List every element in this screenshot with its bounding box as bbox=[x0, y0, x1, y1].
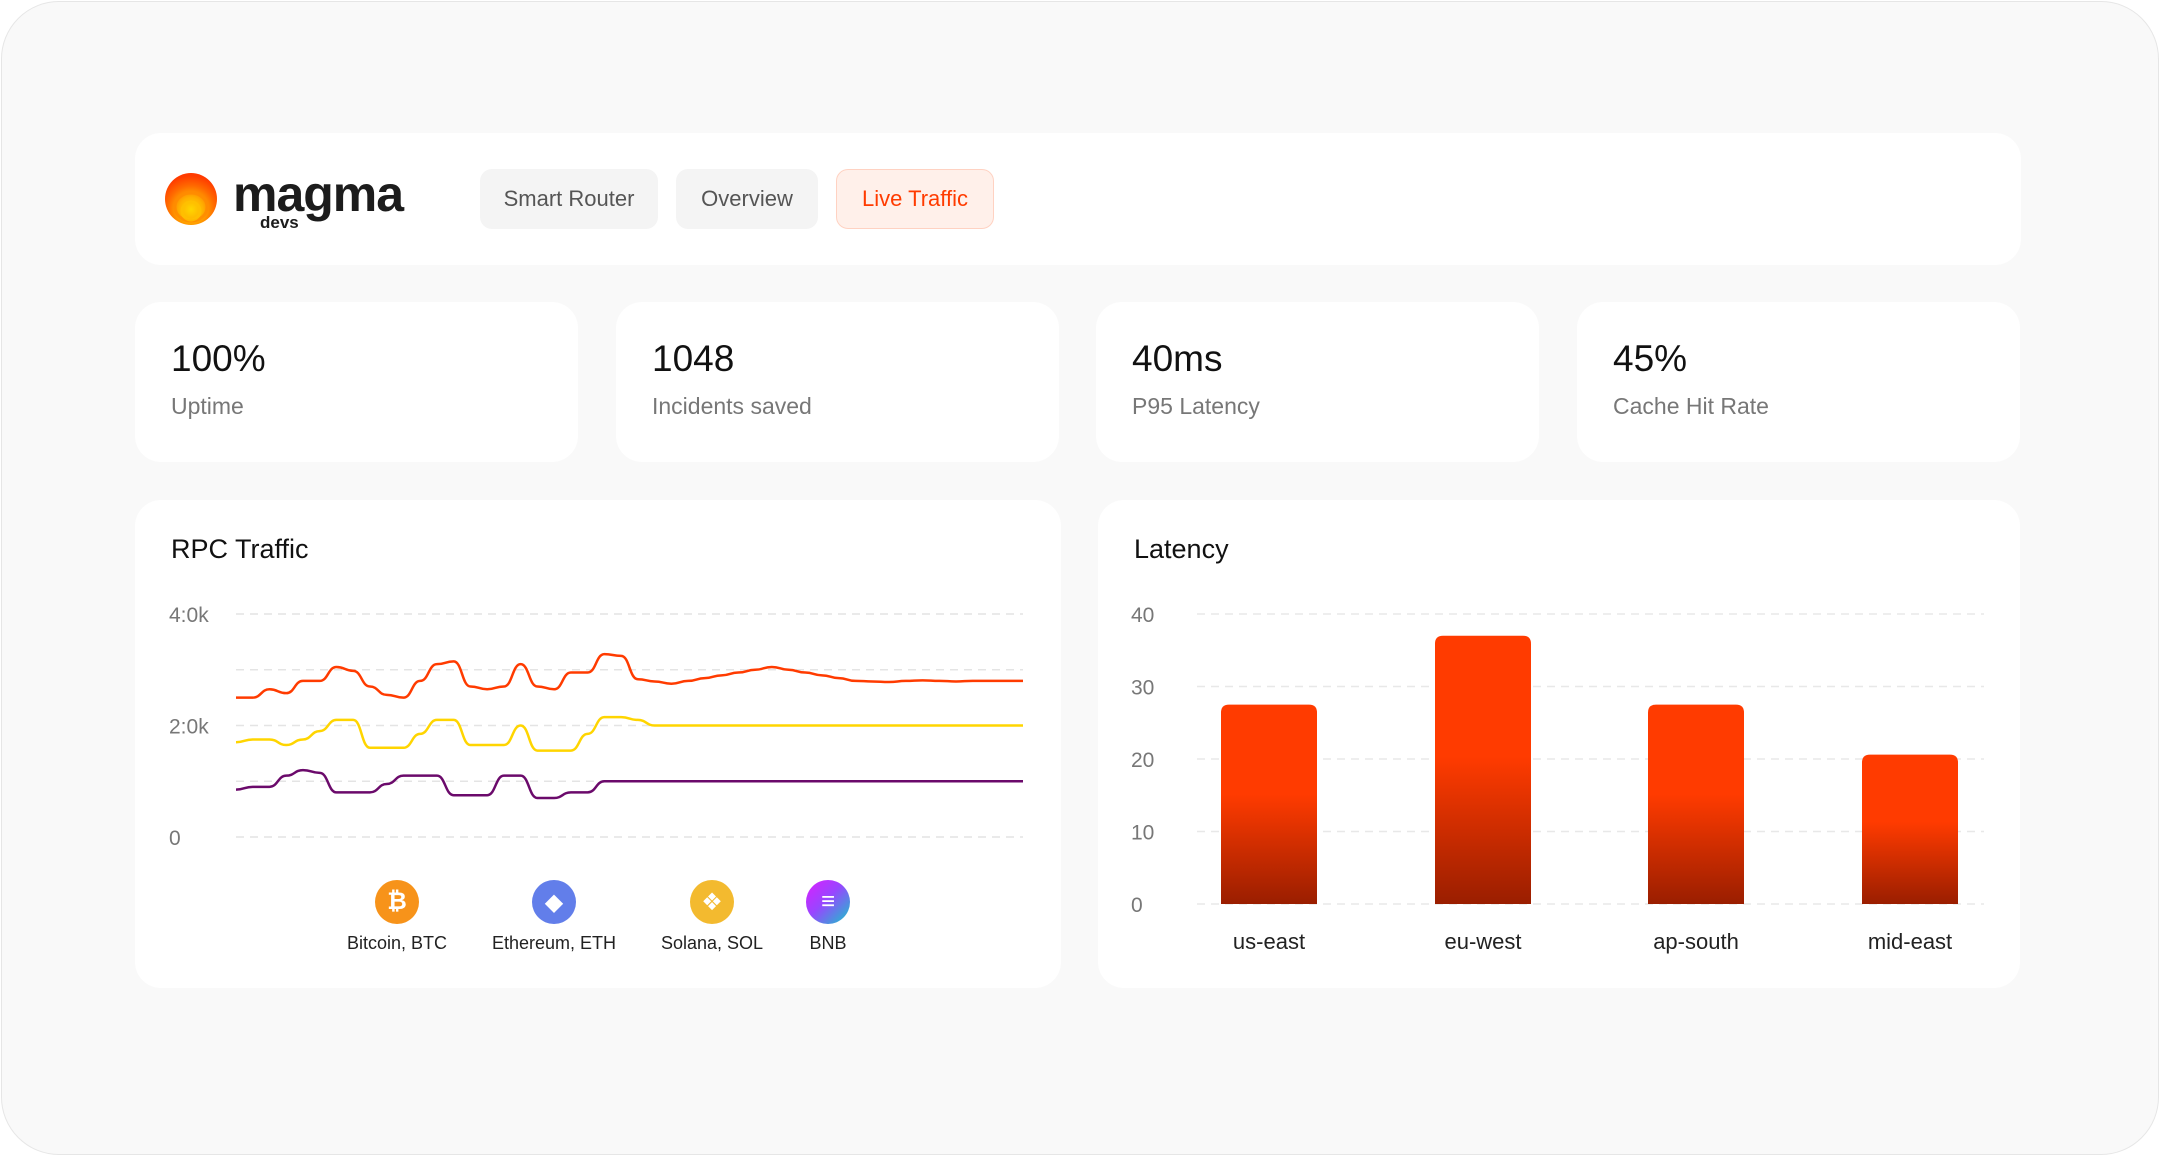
stat-label: Uptime bbox=[171, 393, 244, 419]
tab-smart-router[interactable]: Smart Router bbox=[480, 169, 658, 229]
stat-card-cache: 45% Cache Hit Rate bbox=[1577, 302, 2020, 462]
latency-card: Latency bbox=[1098, 500, 2020, 988]
legend-item-btc[interactable]: ₿ Bitcoin, BTC bbox=[307, 880, 487, 954]
legend-label: Bitcoin, BTC bbox=[346, 933, 448, 953]
bitcoin-icon: ₿ bbox=[375, 880, 419, 924]
stat-label: P95 Latency bbox=[1132, 393, 1260, 419]
logo-wordmark: magma bbox=[233, 166, 404, 222]
tab-overview[interactable]: Overview bbox=[676, 169, 818, 229]
stat-card-latency: 40ms P95 Latency bbox=[1096, 302, 1539, 462]
stat-value: 100% bbox=[171, 338, 266, 379]
legend-label: Solana, SOL bbox=[660, 933, 764, 953]
legend-label: Ethereum, ETH bbox=[491, 933, 617, 953]
legend-label: BNB bbox=[809, 933, 847, 953]
stat-card-incidents: 1048 Incidents saved bbox=[616, 302, 1059, 462]
logo-subtext: devs bbox=[260, 213, 299, 232]
legend-item-bnb[interactable]: ≡ BNB bbox=[738, 880, 918, 954]
stat-card-uptime: 100% Uptime bbox=[135, 302, 578, 462]
stat-value: 40ms bbox=[1132, 338, 1223, 379]
magma-logo[interactable]: magma devs bbox=[165, 166, 405, 232]
tab-live-traffic[interactable]: Live Traffic bbox=[836, 169, 994, 229]
stat-label: Incidents saved bbox=[652, 393, 812, 419]
legend-item-eth[interactable]: ◆ Ethereum, ETH bbox=[464, 880, 644, 954]
stat-label: Cache Hit Rate bbox=[1613, 393, 1769, 419]
bnb-icon: ❖ bbox=[690, 880, 734, 924]
stat-value: 1048 bbox=[652, 338, 735, 379]
stat-value: 45% bbox=[1613, 338, 1688, 379]
top-nav: magma devs Smart Router Overview Live Tr… bbox=[135, 133, 2021, 265]
chart-title: RPC Traffic bbox=[171, 534, 309, 564]
magma-logo-icon bbox=[165, 173, 217, 225]
legend-item-sol[interactable]: ❖ Solana, SOL bbox=[622, 880, 802, 954]
ethereum-icon: ◆ bbox=[532, 880, 576, 924]
chart-title: Latency bbox=[1134, 534, 1229, 564]
solana-icon: ≡ bbox=[806, 880, 850, 924]
